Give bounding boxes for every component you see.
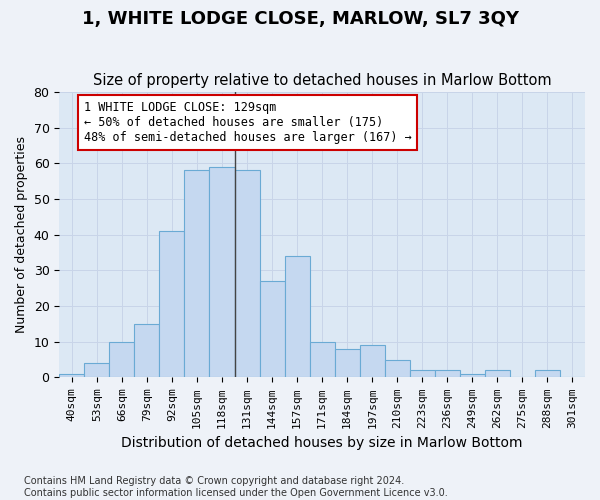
Bar	[184, 170, 209, 378]
Bar	[410, 370, 435, 378]
Bar	[160, 231, 184, 378]
Bar	[310, 342, 335, 378]
Bar	[134, 324, 160, 378]
Bar	[209, 167, 235, 378]
Text: Contains HM Land Registry data © Crown copyright and database right 2024.
Contai: Contains HM Land Registry data © Crown c…	[24, 476, 448, 498]
Text: 1, WHITE LODGE CLOSE, MARLOW, SL7 3QY: 1, WHITE LODGE CLOSE, MARLOW, SL7 3QY	[82, 10, 518, 28]
Bar	[235, 170, 260, 378]
Bar	[359, 346, 385, 378]
Bar	[435, 370, 460, 378]
Y-axis label: Number of detached properties: Number of detached properties	[15, 136, 28, 333]
Bar	[284, 256, 310, 378]
Bar	[535, 370, 560, 378]
Bar	[335, 349, 359, 378]
Bar	[59, 374, 85, 378]
Bar	[85, 363, 109, 378]
Bar	[460, 374, 485, 378]
Text: 1 WHITE LODGE CLOSE: 129sqm
← 50% of detached houses are smaller (175)
48% of se: 1 WHITE LODGE CLOSE: 129sqm ← 50% of det…	[84, 101, 412, 144]
Bar	[109, 342, 134, 378]
X-axis label: Distribution of detached houses by size in Marlow Bottom: Distribution of detached houses by size …	[121, 436, 523, 450]
Title: Size of property relative to detached houses in Marlow Bottom: Size of property relative to detached ho…	[93, 73, 551, 88]
Bar	[260, 281, 284, 378]
Bar	[485, 370, 510, 378]
Bar	[385, 360, 410, 378]
